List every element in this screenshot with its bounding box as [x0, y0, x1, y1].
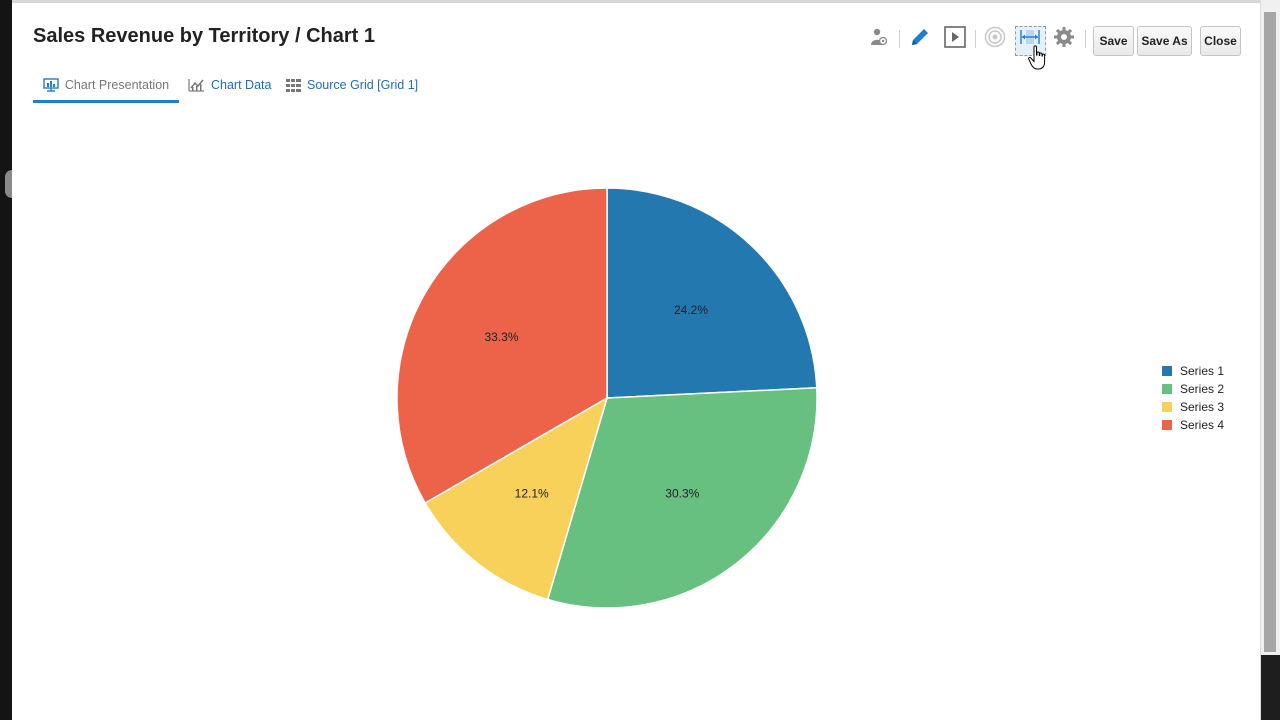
legend-item[interactable]: Series 3: [1162, 398, 1224, 416]
legend-item[interactable]: Series 4: [1162, 416, 1224, 434]
save-as-button[interactable]: Save As: [1137, 26, 1192, 56]
background-left: [0, 0, 12, 720]
pie-slice-2[interactable]: [546, 386, 818, 609]
scrollbar-track-end: [1261, 655, 1280, 720]
toolbar-divider: [899, 30, 900, 48]
active-tab-indicator: [33, 100, 179, 103]
tab-source-grid[interactable]: Source Grid [Grid 1]: [286, 69, 418, 101]
edit-pencil-icon[interactable]: [906, 23, 934, 51]
pie-slice-4[interactable]: [396, 187, 608, 505]
play-icon[interactable]: [941, 23, 969, 51]
fit-width-icon[interactable]: [1016, 23, 1044, 51]
scrollbar-thumb[interactable]: [1264, 12, 1276, 652]
pie-slice-label: 30.3%: [665, 487, 699, 501]
legend-label: Series 4: [1180, 418, 1225, 432]
pie-slice-1[interactable]: [606, 187, 818, 399]
legend-item[interactable]: Series 2: [1162, 380, 1224, 398]
pie-slice-label: 12.1%: [515, 487, 549, 501]
chart-presentation-icon: [43, 78, 59, 92]
chart-dialog: Sales Revenue by Territory / Chart 1 Cha…: [12, 3, 1260, 720]
grid-icon: [286, 78, 301, 92]
tab-chart-data[interactable]: Chart Data: [188, 69, 271, 101]
toolbar-divider: [1085, 30, 1086, 48]
user-settings-icon[interactable]: [865, 23, 893, 51]
pie-chart: 24.2% 30.3% 12.1% 33.3%: [396, 187, 818, 609]
legend-label: Series 1: [1180, 364, 1225, 378]
legend-label: Series 2: [1180, 382, 1225, 396]
toolbar-divider: [975, 30, 976, 48]
close-button[interactable]: Close: [1200, 26, 1241, 56]
vertical-scrollbar[interactable]: [1260, 0, 1280, 720]
pie-slice-label: 24.2%: [674, 303, 708, 317]
tab-label: Source Grid [Grid 1]: [307, 78, 419, 92]
save-button[interactable]: Save: [1093, 26, 1134, 56]
tab-chart-presentation[interactable]: Chart Presentation: [33, 69, 179, 101]
gear-icon[interactable]: [1050, 23, 1078, 51]
page-title: Sales Revenue by Territory / Chart 1: [33, 25, 375, 47]
line-chart-icon: [188, 78, 205, 92]
tab-label: Chart Data: [211, 78, 272, 92]
legend-label: Series 3: [1180, 400, 1225, 414]
legend-item[interactable]: Series 1: [1162, 362, 1224, 380]
legend-swatch: [1162, 420, 1172, 430]
tab-label: Chart Presentation: [64, 78, 170, 92]
legend-swatch: [1162, 366, 1172, 376]
dialog-top-edge: [12, 0, 1260, 3]
pie-slice-3[interactable]: [424, 396, 609, 601]
chart-legend: Series 1 Series 2 Series 3 Series 4: [1162, 362, 1224, 434]
pie-slice-label: 33.3%: [485, 330, 519, 344]
legend-swatch: [1162, 402, 1172, 412]
legend-swatch: [1162, 384, 1172, 394]
target-icon[interactable]: [981, 23, 1009, 51]
